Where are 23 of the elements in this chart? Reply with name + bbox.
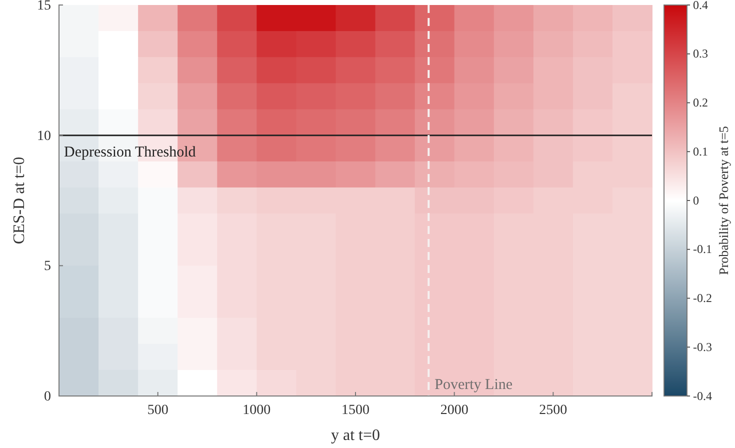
- y-axis-title: CES-D at t=0: [11, 156, 28, 244]
- y-tick-label: 5: [44, 259, 51, 274]
- y-tick-label: 0: [44, 389, 51, 404]
- color-bar-label: 0: [693, 193, 699, 208]
- color-bar-label: 0.4: [693, 0, 708, 12]
- color-bar-title: Probability of Poverty at t=5: [716, 126, 731, 275]
- color-bar-label: 0.1: [693, 144, 708, 158]
- y-tick-label: 10: [37, 128, 51, 144]
- color-bar-label: -0.4: [693, 388, 712, 403]
- color-bar-label: -0.1: [693, 242, 712, 256]
- color-bar-label: -0.2: [693, 291, 712, 306]
- y-tick-label: 15: [37, 0, 51, 14]
- x-axis-title: y at t=0: [330, 427, 380, 444]
- ref-line-label: Depression Threshold: [64, 144, 196, 160]
- x-tick-label: 2500: [539, 402, 568, 418]
- color-bar-label: 0.2: [693, 96, 708, 110]
- x-tick-label: 2000: [440, 402, 468, 418]
- color-bar-label: 0.3: [693, 46, 708, 61]
- color-bar-label: -0.3: [693, 340, 712, 354]
- ref-line-label: Poverty Line: [434, 377, 513, 393]
- x-tick-label: 500: [147, 402, 168, 418]
- x-tick-label: 1000: [242, 402, 271, 418]
- x-tick-label: 1500: [342, 402, 370, 418]
